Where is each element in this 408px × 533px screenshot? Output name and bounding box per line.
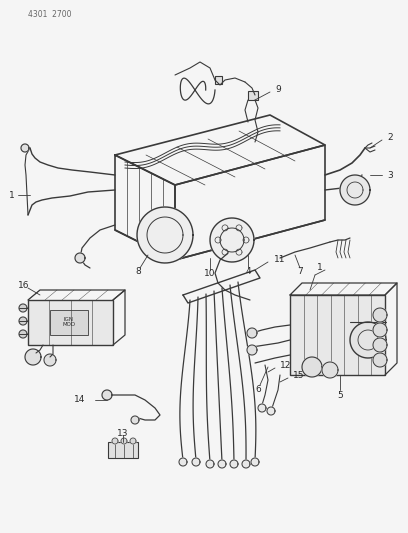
- Polygon shape: [108, 442, 138, 458]
- Text: 9: 9: [275, 85, 281, 94]
- Polygon shape: [21, 144, 29, 152]
- Polygon shape: [251, 458, 259, 466]
- Text: 3: 3: [387, 171, 393, 180]
- Polygon shape: [121, 438, 127, 444]
- Polygon shape: [112, 438, 118, 444]
- Polygon shape: [373, 338, 387, 352]
- Text: 1: 1: [317, 262, 323, 271]
- Polygon shape: [179, 458, 187, 466]
- Text: 6: 6: [255, 385, 261, 394]
- Polygon shape: [102, 390, 112, 400]
- Polygon shape: [322, 362, 338, 378]
- Text: 10: 10: [204, 270, 216, 279]
- Polygon shape: [25, 349, 41, 365]
- Polygon shape: [302, 357, 322, 377]
- Text: 4: 4: [245, 268, 251, 277]
- Polygon shape: [258, 404, 266, 412]
- Text: IGN
MOD: IGN MOD: [62, 317, 75, 327]
- Text: 15: 15: [293, 372, 304, 381]
- Polygon shape: [192, 458, 200, 466]
- Text: 4301  2700: 4301 2700: [28, 10, 71, 19]
- Text: 2: 2: [387, 133, 392, 142]
- Polygon shape: [130, 438, 136, 444]
- Polygon shape: [44, 354, 56, 366]
- Polygon shape: [19, 304, 27, 312]
- Text: 11: 11: [274, 254, 286, 263]
- Polygon shape: [50, 310, 88, 335]
- Polygon shape: [350, 322, 386, 358]
- Text: 16: 16: [18, 280, 30, 289]
- Polygon shape: [267, 407, 275, 415]
- Polygon shape: [230, 460, 238, 468]
- Text: 5: 5: [337, 391, 343, 400]
- Polygon shape: [373, 308, 387, 322]
- Polygon shape: [75, 253, 85, 263]
- Polygon shape: [28, 300, 113, 345]
- Text: 7: 7: [297, 268, 303, 277]
- Polygon shape: [290, 295, 385, 375]
- Polygon shape: [210, 218, 254, 262]
- Polygon shape: [340, 175, 370, 205]
- Polygon shape: [373, 323, 387, 337]
- Polygon shape: [247, 328, 257, 338]
- Text: 13: 13: [117, 429, 129, 438]
- Polygon shape: [242, 460, 250, 468]
- Polygon shape: [206, 460, 214, 468]
- Polygon shape: [248, 91, 258, 100]
- Text: 14: 14: [73, 395, 85, 405]
- Text: 1: 1: [9, 190, 15, 199]
- Polygon shape: [19, 330, 27, 338]
- Polygon shape: [373, 353, 387, 367]
- Polygon shape: [131, 416, 139, 424]
- Text: 12: 12: [280, 361, 291, 370]
- Polygon shape: [247, 345, 257, 355]
- Polygon shape: [215, 76, 222, 84]
- Polygon shape: [137, 207, 193, 263]
- Polygon shape: [218, 460, 226, 468]
- Text: 8: 8: [135, 268, 141, 277]
- Polygon shape: [19, 317, 27, 325]
